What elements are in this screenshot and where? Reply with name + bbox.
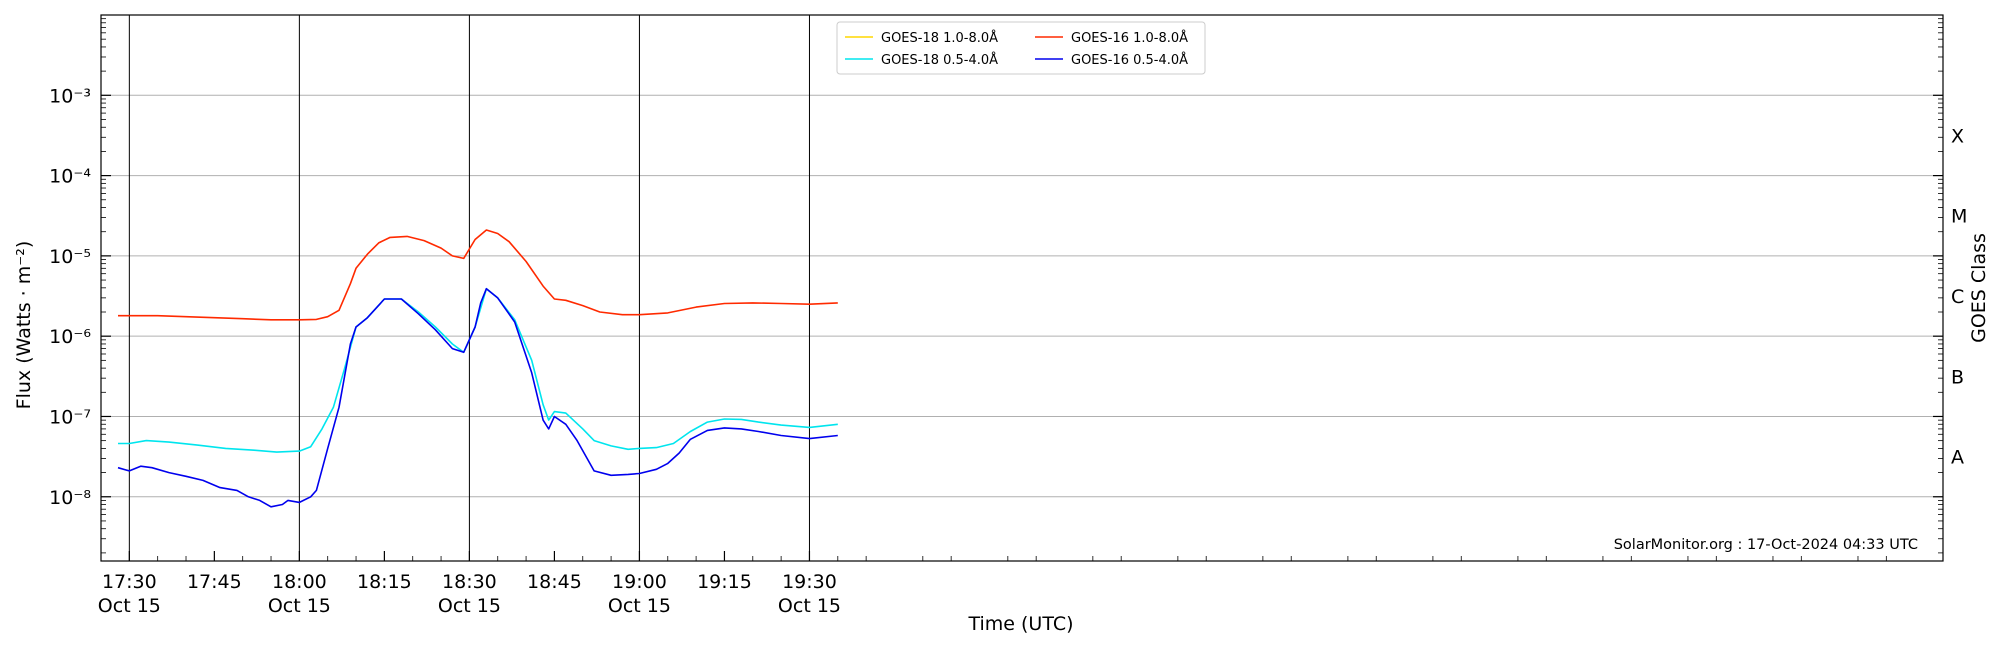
legend-box bbox=[836, 21, 1206, 75]
y-tick-label: 10⁻⁷ bbox=[49, 406, 91, 428]
source-annotation: SolarMonitor.org : 17-Oct-2024 04:33 UTC bbox=[1614, 537, 1918, 553]
x-tick-label: 18:45 bbox=[527, 571, 582, 593]
goes-class-label: X bbox=[1951, 125, 1964, 147]
x-tick-date: Oct 15 bbox=[608, 595, 671, 617]
y-axis-label: Flux (Watts · m⁻²) bbox=[13, 241, 35, 410]
legend-label: GOES-16 0.5-4.0Å bbox=[1071, 52, 1188, 68]
y-tick-label: 10⁻⁸ bbox=[49, 487, 91, 509]
right-axis-label: GOES Class bbox=[1968, 233, 1990, 343]
series-line bbox=[117, 287, 838, 508]
x-tick-date: Oct 15 bbox=[438, 595, 501, 617]
legend-label: GOES-18 1.0-8.0Å bbox=[881, 30, 998, 46]
x-tick-label: 18:30 bbox=[442, 571, 497, 593]
x-tick-date: Oct 15 bbox=[98, 595, 161, 617]
goes-class-label: C bbox=[1951, 286, 1964, 308]
x-tick-label: 19:15 bbox=[697, 571, 752, 593]
x-tick-label: 19:00 bbox=[612, 571, 667, 593]
x-tick-label: 19:30 bbox=[782, 571, 837, 593]
legend: GOES-18 1.0-8.0Å GOES-18 0.5-4.0Å GOES-16 … bbox=[836, 21, 1206, 75]
series-lines bbox=[117, 229, 838, 508]
goes-class-label: M bbox=[1951, 206, 1967, 228]
grid bbox=[101, 15, 1943, 561]
x-tick-label: 18:00 bbox=[272, 571, 327, 593]
goes-class-label: B bbox=[1951, 366, 1964, 388]
legend-label: GOES-18 0.5-4.0Å bbox=[881, 52, 998, 68]
y-tick-label: 10⁻³ bbox=[49, 85, 91, 107]
x-tick-date: Oct 15 bbox=[778, 595, 841, 617]
x-tick-label: 18:15 bbox=[357, 571, 412, 593]
x-tick-label: 17:45 bbox=[187, 571, 242, 593]
series-line bbox=[118, 229, 838, 321]
plot-frame bbox=[100, 14, 1944, 562]
y-tick-label: 10⁻⁴ bbox=[49, 166, 91, 188]
goes-class-label: A bbox=[1951, 447, 1964, 469]
x-tick-date: Oct 15 bbox=[268, 595, 331, 617]
x-axis-label: Time (UTC) bbox=[967, 613, 1073, 635]
legend-label: GOES-16 1.0-8.0Å bbox=[1071, 30, 1188, 46]
y-tick-label: 10⁻⁶ bbox=[49, 326, 91, 348]
y-tick-label: 10⁻⁵ bbox=[49, 246, 91, 268]
x-tick-label: 17:30 bbox=[102, 571, 157, 593]
